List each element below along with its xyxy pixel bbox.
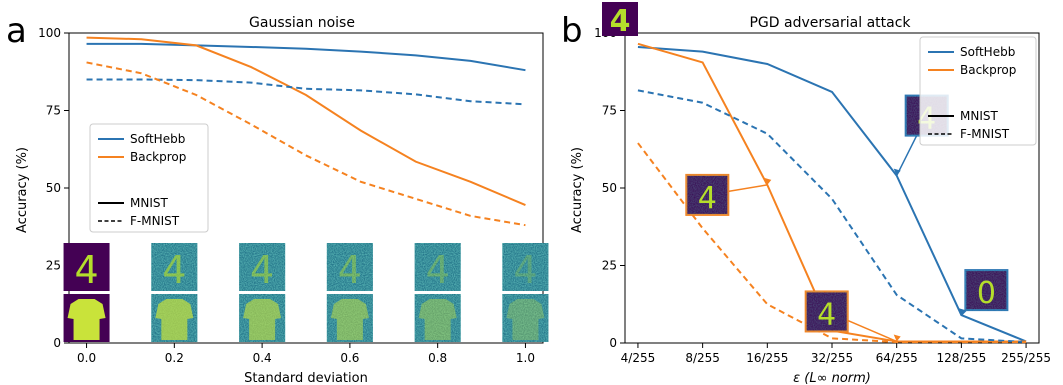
callout-digit: 0	[977, 276, 996, 311]
chart-a-title: Gaussian noise	[249, 15, 355, 31]
adversarial-digit-callout: 4	[685, 173, 772, 216]
legend-a-softhebb: SoftHebb	[130, 132, 185, 146]
chart-a-xtick-label: 0.6	[340, 351, 359, 365]
chart-a-xtick-label: 0.8	[428, 351, 447, 365]
noisy-digit-image: 4	[151, 243, 198, 292]
chart-b-ytick-label: 0	[609, 336, 617, 350]
panel-label-a: a	[6, 11, 27, 51]
chart-b-title: PGD adversarial attack	[749, 15, 911, 31]
chart-b-ytick-label: 50	[602, 181, 617, 195]
chart-b-ytick-label: 75	[602, 104, 617, 118]
chart-a-ytick-label: 0	[53, 336, 61, 350]
svg-text:4: 4	[162, 248, 186, 292]
chart-a-ytick-label: 75	[46, 104, 61, 118]
legend-a-mnist: MNIST	[130, 196, 168, 210]
chart-a-xtick-label: 1.0	[516, 351, 535, 365]
chart-a-legend: SoftHebb Backprop MNIST F-MNIST	[89, 123, 209, 233]
series-line-backprop-f-mnist	[86, 61, 526, 227]
legend-b-fmnist: F-MNIST	[960, 127, 1010, 141]
chart-b-clean-digit-image: 4	[602, 2, 638, 39]
chart-a-xtick-label: 0.0	[77, 351, 96, 365]
svg-text:4: 4	[250, 248, 274, 292]
panel-label-b: b	[561, 11, 583, 51]
noisy-shirt-image	[502, 294, 549, 342]
chart-b-xlabel: ε (L∞ norm)	[793, 371, 871, 385]
noisy-shirt-image	[414, 294, 461, 342]
svg-text:4: 4	[74, 248, 98, 292]
chart-gaussian-noise: Gaussian noise 0.0 0.2 0.4 0.6 0.8 1.0 0 25 50 75…	[15, 15, 549, 385]
series-line-softhebb-mnist	[86, 42, 526, 72]
chart-b-ytick-label: 25	[602, 259, 617, 273]
adversarial-digit-callout: 0	[958, 269, 1009, 316]
noisy-shirt-image	[239, 294, 286, 342]
callout-arrowhead	[893, 168, 901, 176]
chart-b-ticks: 4/255 8/255 16/255 32/255 64/255 128/255 255/2…	[594, 26, 1051, 365]
chart-b-xtick-label: 8/255	[685, 351, 720, 365]
chart-b-xtick-label: 128/255	[936, 351, 986, 365]
chart-b-xtick-label: 64/255	[876, 351, 918, 365]
noisy-shirt-image	[326, 294, 373, 342]
noisy-digit-image: 4	[414, 243, 461, 292]
chart-b-legend: SoftHebb Backprop MNIST F-MNIST	[919, 36, 1037, 146]
chart-a-ytick-label: 25	[46, 259, 61, 273]
chart-a-xtick-label: 0.2	[165, 351, 184, 365]
svg-text:4: 4	[610, 4, 631, 39]
series-line-softhebb-f-mnist	[637, 89, 1027, 344]
chart-a-lines	[86, 36, 526, 227]
svg-text:4: 4	[426, 248, 450, 292]
chart-b-xtick-label: 255/255	[1001, 351, 1051, 365]
chart-a-ticks: 0.0 0.2 0.4 0.6 0.8 1.0 0 25 50 75 100	[38, 26, 535, 365]
svg-text:4: 4	[338, 248, 362, 292]
chart-b-xtick-label: 4/255	[621, 351, 656, 365]
adversarial-digit-callout: 4	[804, 290, 901, 343]
series-line-softhebb-f-mnist	[86, 78, 526, 106]
chart-a-ytick-label: 100	[38, 26, 61, 40]
chart-b-xtick-label: 32/255	[811, 351, 853, 365]
noisy-shirt-image	[151, 294, 198, 342]
chart-a-noise-images: 4 4 4 4 4 4	[63, 243, 549, 342]
chart-a-ylabel: Accuracy (%)	[15, 147, 30, 233]
noisy-digit-image: 4	[239, 243, 286, 292]
noisy-digit-image: 4	[502, 243, 549, 292]
legend-b-mnist: MNIST	[960, 109, 998, 123]
chart-a-xlabel: Standard deviation	[244, 371, 368, 385]
callout-digit: 4	[817, 297, 836, 332]
legend-a-fmnist: F-MNIST	[130, 214, 180, 228]
chart-b-xtick-label: 16/255	[746, 351, 788, 365]
chart-a-ytick-label: 50	[46, 181, 61, 195]
noisy-digit-image: 4	[63, 243, 110, 292]
svg-text:4: 4	[513, 248, 537, 292]
chart-pgd-attack: PGD adversarial attack 4/255 8/255 16/255 3…	[570, 2, 1051, 385]
noisy-shirt-image	[63, 294, 110, 342]
callout-digit: 4	[698, 181, 717, 216]
legend-b-softhebb: SoftHebb	[960, 45, 1015, 59]
legend-b-backprop: Backprop	[960, 63, 1016, 77]
noisy-digit-image: 4	[326, 243, 373, 292]
chart-a-xtick-label: 0.4	[253, 351, 272, 365]
series-line-backprop-mnist	[86, 36, 526, 206]
callout-arrowhead	[893, 334, 901, 342]
legend-a-backprop: Backprop	[130, 150, 186, 164]
callout-arrowhead	[764, 177, 772, 185]
callout-arrowhead	[958, 308, 966, 316]
chart-b-ylabel: Accuracy (%)	[570, 147, 585, 233]
